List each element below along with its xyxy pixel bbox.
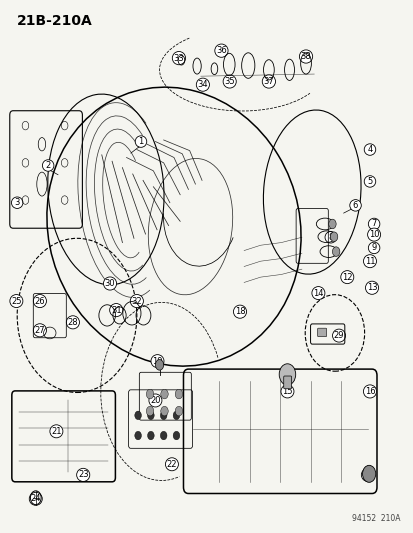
Text: 2: 2 <box>45 161 51 170</box>
Text: 24: 24 <box>31 494 41 503</box>
Text: 36: 36 <box>216 46 226 55</box>
Text: 21: 21 <box>51 427 62 436</box>
Circle shape <box>160 389 168 399</box>
Text: 23: 23 <box>78 471 88 479</box>
Circle shape <box>160 411 166 419</box>
Circle shape <box>155 360 163 370</box>
Circle shape <box>173 431 179 440</box>
Text: 17: 17 <box>362 471 373 479</box>
Circle shape <box>160 431 166 440</box>
Circle shape <box>146 389 153 399</box>
Circle shape <box>160 406 168 416</box>
Text: 16: 16 <box>364 387 375 396</box>
Text: 33: 33 <box>173 54 184 62</box>
Text: 10: 10 <box>368 230 378 239</box>
FancyBboxPatch shape <box>283 376 291 389</box>
Text: 26: 26 <box>35 296 45 305</box>
Text: 5: 5 <box>366 177 372 186</box>
Text: 6: 6 <box>352 201 357 210</box>
Text: 30: 30 <box>104 279 115 288</box>
Text: 13: 13 <box>366 283 376 292</box>
Text: 20: 20 <box>150 396 160 405</box>
Text: 94152  210A: 94152 210A <box>351 514 400 523</box>
Text: 28: 28 <box>67 318 78 327</box>
Text: 1: 1 <box>138 137 143 146</box>
Circle shape <box>332 247 339 256</box>
Circle shape <box>173 411 179 419</box>
Circle shape <box>147 411 154 419</box>
FancyBboxPatch shape <box>317 328 326 337</box>
Text: 19: 19 <box>152 357 162 366</box>
Circle shape <box>147 431 154 440</box>
Text: 7: 7 <box>370 220 376 229</box>
Text: 35: 35 <box>224 77 235 86</box>
Text: 31: 31 <box>111 305 121 314</box>
Circle shape <box>362 465 375 482</box>
Text: 37: 37 <box>263 77 273 86</box>
Circle shape <box>135 431 141 440</box>
Text: 3: 3 <box>14 198 20 207</box>
Circle shape <box>146 406 153 416</box>
Text: 32: 32 <box>131 296 142 305</box>
Text: 4: 4 <box>366 145 372 154</box>
Text: 12: 12 <box>341 273 352 281</box>
Text: 8: 8 <box>328 233 332 242</box>
Text: 14: 14 <box>312 288 323 297</box>
Text: 34: 34 <box>197 80 208 89</box>
Text: 9: 9 <box>370 244 376 253</box>
Circle shape <box>278 364 295 385</box>
Circle shape <box>175 389 182 399</box>
Circle shape <box>175 406 182 416</box>
Text: 25: 25 <box>11 296 21 305</box>
Text: 29: 29 <box>333 331 344 340</box>
Circle shape <box>330 232 337 241</box>
Text: 27: 27 <box>35 326 45 335</box>
Circle shape <box>328 219 335 229</box>
Text: 18: 18 <box>234 307 245 316</box>
Circle shape <box>135 411 141 419</box>
Text: 15: 15 <box>282 387 292 396</box>
Text: 11: 11 <box>364 257 374 265</box>
Text: 38: 38 <box>300 52 311 61</box>
Text: 21B-210A: 21B-210A <box>17 14 93 28</box>
Text: 22: 22 <box>166 460 177 469</box>
